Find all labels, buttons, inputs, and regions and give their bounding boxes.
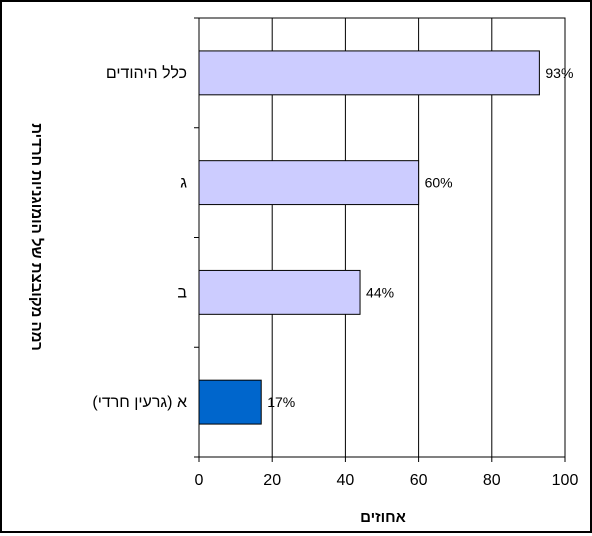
- category-label: ג: [180, 175, 187, 192]
- axes: [194, 17, 566, 462]
- bar: [198, 269, 361, 315]
- data-label: 60%: [425, 175, 453, 191]
- bars: [198, 50, 540, 425]
- category-label: כלל היהודים: [106, 64, 187, 82]
- bar: [198, 50, 540, 96]
- bar: [198, 379, 262, 425]
- x-tick-label: 40: [337, 472, 355, 489]
- data-label: 44%: [366, 284, 394, 300]
- labels: 0 20 40 60 80 100 כלל היהודים 93% ג 60% ב 44% א (גרע…: [92, 64, 578, 489]
- x-tick-label: 0: [195, 472, 204, 489]
- data-label: 93%: [545, 65, 573, 81]
- x-tick-label: 60: [410, 472, 428, 489]
- x-axis-title: אחוזים: [360, 509, 406, 526]
- plot-area-border: [198, 17, 566, 458]
- data-label: 17%: [267, 394, 295, 410]
- bar: [198, 160, 420, 206]
- x-tick-label: 80: [483, 472, 501, 489]
- category-label: א (גרעין חרדי): [92, 394, 187, 411]
- category-label: ב: [177, 284, 187, 301]
- x-tick-label: 100: [552, 472, 579, 489]
- y-axis-title: רמה מקובצת של הומוגניות חרדית: [28, 123, 45, 351]
- x-tick-label: 20: [263, 472, 281, 489]
